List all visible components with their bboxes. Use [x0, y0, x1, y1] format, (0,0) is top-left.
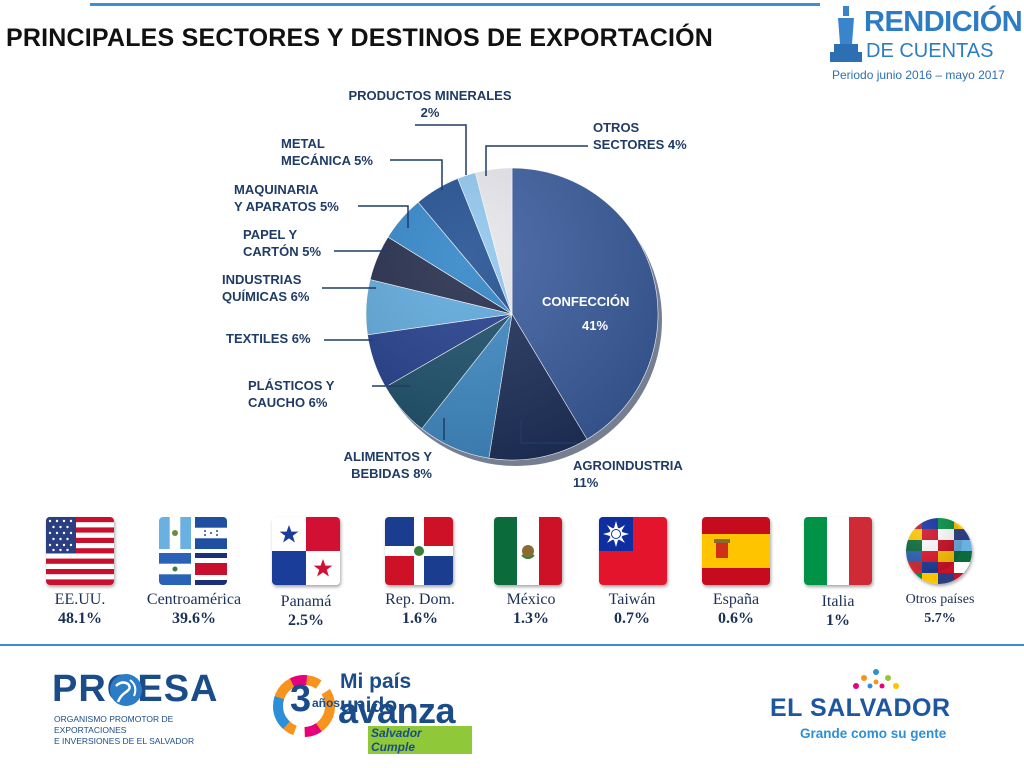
world-flags-globe [906, 518, 972, 584]
nicaragua-flag [159, 553, 191, 585]
callout-minerales: PRODUCTOS MINERALES 2% [348, 88, 512, 120]
footer-rule [0, 644, 1024, 646]
taiwan-flag [599, 517, 667, 585]
leader-line [415, 124, 467, 175]
pie-slices [365, 167, 659, 461]
central-america-flags [159, 517, 227, 585]
dominican-republic-flag [385, 517, 453, 585]
confetti-people-icon [853, 669, 899, 689]
rendicion-de-cuentas-logo: RENDICIÓN DE CUENTAS Periodo junio 2016 … [826, 4, 1023, 84]
destination-espana: España 0.6% [712, 591, 760, 627]
logo-period: Periodo junio 2016 – mayo 2017 [832, 68, 1005, 82]
monument-icon [830, 6, 862, 62]
el-salvador-logo: EL SALVADOR Grande como su gente [770, 664, 980, 748]
spain-flag [702, 517, 770, 585]
destination-panama: Panamá 2.5% [280, 593, 332, 629]
usa-flag [46, 517, 114, 585]
slice-label-confeccion-value: 41% [582, 318, 609, 333]
costa-rica-flag [195, 553, 227, 585]
callout-textiles: TEXTILES 6% [226, 331, 311, 346]
callout-alimentos: ALIMENTOS Y BEBIDAS 8% [343, 449, 432, 481]
logo-title-line1: RENDICIÓN [864, 6, 1023, 38]
callout-papel: PAPEL Y CARTÓN 5% [243, 227, 322, 259]
header-rule [90, 3, 820, 6]
callout-metal: METAL MECÁNICA 5% [281, 136, 373, 168]
callout-otros: OTROS SECTORES 4% [593, 120, 687, 152]
callout-agroindustria: AGROINDUSTRIA 11% [573, 458, 683, 490]
logo-title-line2: DE CUENTAS [866, 40, 994, 62]
sectors-pie-chart [322, 124, 662, 466]
three-years-icon [273, 675, 335, 737]
callout-plasticos: PLÁSTICOS Y CAUCHO 6% [248, 378, 335, 410]
globe-icon [110, 674, 142, 706]
leader-line [358, 205, 409, 228]
honduras-flag [195, 517, 227, 549]
mexico-flag [494, 517, 562, 585]
destination-mexico: México 1.3% [506, 591, 556, 627]
destination-taiwan: Taiwán 0.7% [608, 591, 656, 627]
destination-usa: EE.UU. 48.1% [54, 591, 106, 627]
italy-flag [804, 517, 872, 585]
leader-lines [322, 124, 588, 444]
callout-maquinaria: MAQUINARIA Y APARATOS 5% [234, 182, 339, 214]
mi-pais-unido-avanza-logo: 3 años Mi país unido avanza Salvador Cum… [272, 668, 472, 754]
callout-quimicas: INDUSTRIAS QUÍMICAS 6% [222, 272, 310, 304]
leader-line [390, 159, 443, 190]
page-title: PRINCIPALES SECTORES Y DESTINOS DE EXPOR… [6, 24, 714, 52]
guatemala-flag [159, 517, 191, 549]
leader-line [520, 420, 578, 444]
slice-label-confeccion-name: CONFECCIÓN [542, 294, 630, 309]
pie-shading [366, 168, 658, 460]
destination-centroamerica: Centroamérica 39.6% [146, 591, 242, 627]
panama-flag [272, 517, 340, 585]
proesa-logo: PROESA ORGANISMO PROMOTOR DE EXPORTACION… [52, 668, 242, 746]
destination-italia: Italia 1% [821, 593, 855, 629]
destination-rep-dom: Rep. Dom. 1.6% [385, 591, 455, 627]
leader-line [485, 145, 588, 176]
destination-otros-paises: Otros países 5.7% [905, 592, 975, 626]
